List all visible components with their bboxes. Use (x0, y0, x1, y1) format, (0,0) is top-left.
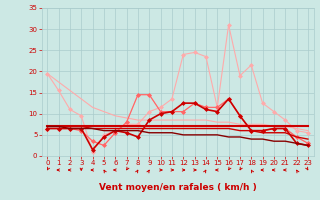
X-axis label: Vent moyen/en rafales ( km/h ): Vent moyen/en rafales ( km/h ) (99, 183, 256, 192)
